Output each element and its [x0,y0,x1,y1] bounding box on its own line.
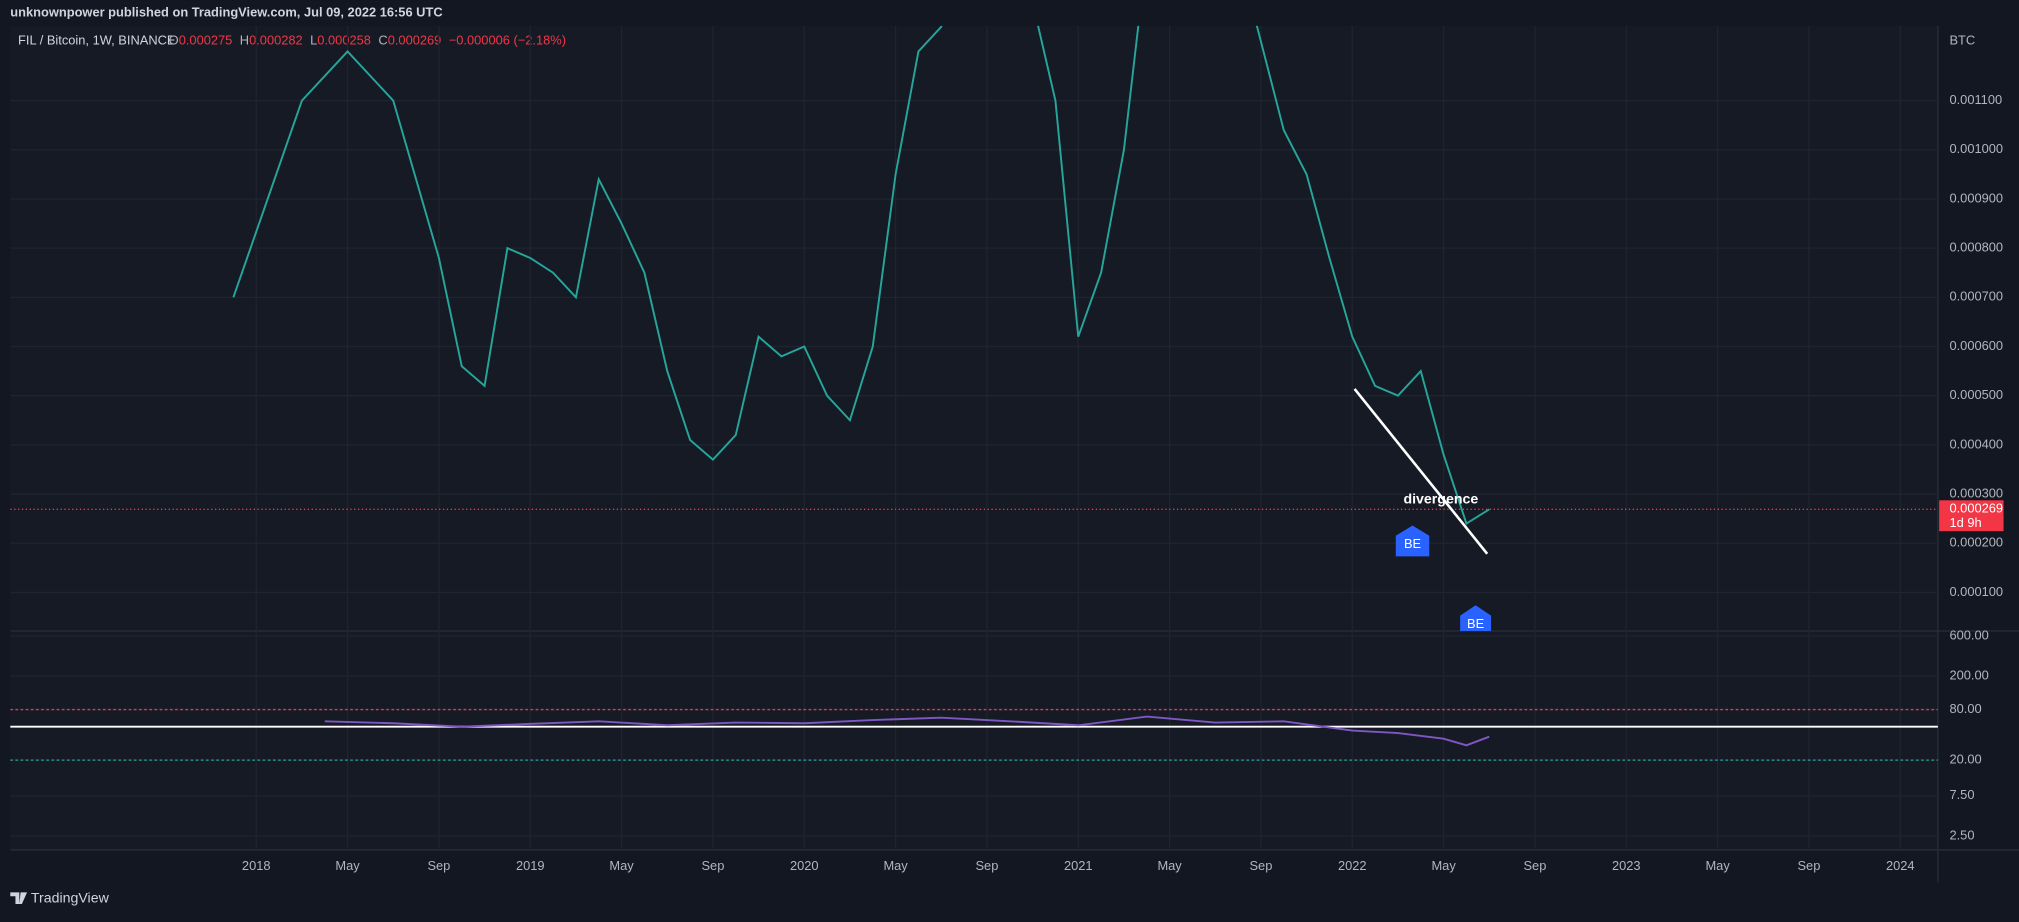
y-tick-label: 0.000500 [1949,387,2003,402]
y-tick-label: 0.000700 [1949,289,2003,304]
logo: TradingView [31,891,110,907]
x-tick-label: Sep [975,858,998,873]
x-tick-label: May [1705,858,1730,873]
x-tick-label: Sep [1249,858,1272,873]
ohlc-key: O [169,33,179,48]
y-tick-label: 0.000800 [1949,240,2003,255]
y-tick-label: 20.00 [1949,752,1981,767]
change: −0.000006 (−2.18%) [449,33,566,48]
logo-icon [10,892,28,905]
ohlc-value: 0.000282 [249,33,303,48]
ohlc-value: 0.000258 [317,33,371,48]
x-tick-label: 2020 [790,858,819,873]
annotation: BE [1467,616,1485,631]
y-tick-label: 7.50 [1949,787,1974,802]
countdown: 1d 9h [1949,515,1981,530]
currency: BTC [1949,33,1975,48]
ohlc: O0.000275 H0.000282 L0.000258 C0.000269 … [169,33,566,48]
x-tick-label: May [1157,858,1182,873]
annotation: BE [1404,536,1422,551]
price-line [232,25,1490,526]
x-tick-label: 2018 [242,858,271,873]
x-tick-label: May [883,858,908,873]
label-box [1460,605,1492,632]
x-tick-label: 2019 [516,858,545,873]
last-price: 0.000269 [1949,501,2003,516]
price-label [1939,500,2004,532]
price-line [324,715,1490,747]
x-tick-label: May [1431,858,1456,873]
x-tick-label: Sep [1523,858,1546,873]
ohlc-value: 0.000269 [388,33,442,48]
x-tick-label: Sep [1797,858,1820,873]
y-tick-label: 80.00 [1949,701,1981,716]
y-tick-label: 600.00 [1949,628,1988,643]
x-tick-label: May [609,858,634,873]
x-tick-label: 2022 [1338,858,1367,873]
plot-area [10,25,1938,850]
label-box [1395,525,1430,557]
y-tick-label: 0.001100 [1949,92,2002,107]
y-tick-label: 0.000600 [1949,338,2003,353]
symbol: FIL / Bitcoin, 1W, BINANCE [18,33,176,48]
x-tick-label: 2021 [1064,858,1093,873]
x-tick-label: Sep [427,858,450,873]
ohlc-key: C [378,33,387,48]
ohlc-value: 0.000275 [179,33,233,48]
x-tick-label: 2023 [1612,858,1641,873]
y-tick-label: 0.000100 [1949,584,2003,599]
ohlc-key: H [240,33,249,48]
y-tick-label: 2.50 [1949,827,1974,842]
y-tick-label: 0.001000 [1949,141,2003,156]
annotation: divergence [1403,491,1478,507]
y-tick-label: 0.000300 [1949,485,2003,500]
x-tick-label: May [335,858,360,873]
y-tick-label: 0.000900 [1949,190,2003,205]
publisher: unknownpower published on TradingView.co… [10,4,442,19]
y-tick-label: 0.000200 [1949,535,2003,550]
trend-line [1353,388,1489,555]
x-tick-label: Sep [701,858,724,873]
x-tick-label: 2024 [1886,858,1915,873]
y-tick-label: 0.000400 [1949,436,2003,451]
ohlc-key: L [310,33,317,48]
y-tick-label: 200.00 [1949,668,1988,683]
